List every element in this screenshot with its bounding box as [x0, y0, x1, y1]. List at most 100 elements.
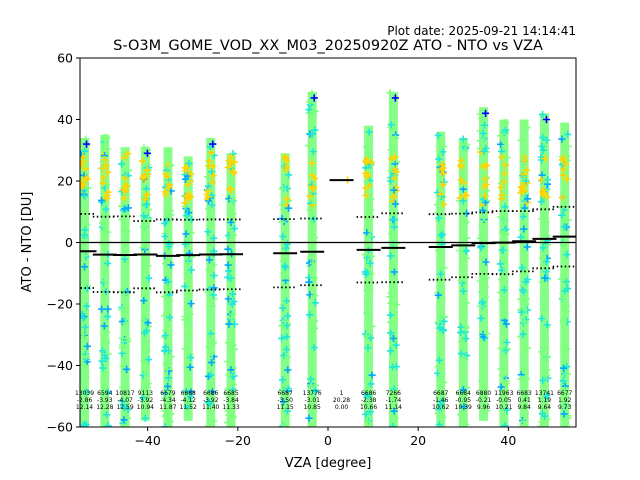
scatter-point	[388, 392, 396, 400]
scatter-point	[80, 330, 88, 338]
bin-mean-label: -4.12	[180, 397, 196, 404]
bin-std-label: 12.14	[76, 404, 93, 411]
scatter-point	[390, 268, 398, 276]
bin-statistics-labels: 13039-2.8612.146594-3.9312.2810817-4.071…	[75, 390, 573, 411]
scatter-point	[502, 377, 510, 385]
scatter-point	[224, 406, 232, 415]
scatter-point	[183, 211, 191, 220]
scatter-point	[480, 121, 489, 129]
scatter-point	[166, 313, 174, 322]
scatter-point	[207, 267, 215, 276]
scatter-point	[228, 314, 236, 322]
scatter-density-band	[307, 91, 317, 427]
y-tick-label: 60	[57, 51, 73, 66]
bin-count-label: 13776	[303, 390, 322, 397]
scatter-point	[282, 345, 291, 354]
scatter-point	[559, 318, 567, 326]
scatter-point	[161, 232, 169, 241]
scatter-point	[537, 404, 545, 412]
scatter-point	[121, 302, 130, 311]
scatter-point	[140, 329, 149, 337]
scatter-point	[98, 357, 106, 365]
scatter-point	[185, 273, 193, 281]
scatter-point	[83, 302, 91, 310]
scatter-point	[280, 390, 288, 398]
scatter-point	[80, 192, 88, 200]
scatter-point	[306, 311, 314, 319]
bin-count-label: 13039	[75, 390, 94, 397]
scatter-point	[162, 170, 170, 178]
scatter-point	[228, 372, 236, 380]
bin-count-label: 6683	[517, 390, 532, 397]
scatter-point	[210, 247, 218, 255]
scatter-point	[205, 205, 213, 213]
y-axis-label: ATO - NTO [DU]	[20, 192, 35, 293]
scatter-point	[459, 222, 467, 230]
scatter-point	[80, 161, 85, 169]
scatter-point	[438, 141, 446, 150]
scatter-point	[99, 179, 107, 187]
scatter-point	[438, 389, 446, 397]
bin-std-label: 10.62	[432, 404, 449, 411]
scatter-point	[308, 337, 317, 345]
scatter-density-band	[226, 153, 236, 427]
scatter-point	[279, 232, 287, 241]
scatter-point	[462, 421, 470, 427]
scatter-point	[281, 317, 289, 325]
scatter-point	[81, 226, 89, 234]
scatter-point	[559, 377, 567, 385]
scatter-point	[311, 299, 319, 307]
scatter-point	[225, 371, 233, 379]
scatter-point	[280, 254, 288, 262]
scatter-point	[368, 371, 376, 379]
scatter-point	[306, 206, 314, 214]
scatter-point	[457, 411, 465, 419]
scatter-point	[523, 166, 531, 174]
scatter-point	[363, 309, 371, 317]
scatter-point	[364, 215, 372, 223]
scatter-column	[226, 153, 236, 427]
scatter-point	[118, 397, 126, 405]
scatter-point	[480, 214, 488, 222]
scatter-point	[209, 140, 217, 148]
scatter-point	[477, 314, 485, 322]
scatter-point	[563, 284, 572, 293]
scatter-point	[365, 128, 373, 136]
scatter-point	[563, 250, 571, 259]
scatter-point	[543, 258, 551, 266]
bin-statistics	[471, 211, 496, 275]
scatter-point	[181, 240, 190, 248]
bin-count-label: 6685	[223, 390, 238, 397]
scatter-point	[478, 384, 486, 392]
scatter-point	[310, 274, 318, 282]
scatter-point	[387, 252, 395, 260]
scatter-point	[362, 184, 370, 192]
scatter-point	[564, 414, 572, 422]
scatter-point	[462, 247, 470, 255]
scatter-column	[80, 137, 90, 427]
scatter-point	[520, 225, 528, 233]
scatter-point	[559, 165, 567, 173]
scatter-point	[436, 283, 444, 292]
bin-statistics	[80, 213, 97, 289]
bin-mean-label: -3.92	[203, 397, 219, 404]
scatter-column	[280, 153, 290, 427]
scatter-point	[124, 204, 132, 212]
x-tick-label: 40	[500, 433, 516, 448]
scatter-point	[539, 133, 547, 142]
scatter-point	[207, 371, 215, 379]
scatter-point	[310, 291, 319, 300]
scatter-point	[167, 211, 175, 219]
scatter-point	[367, 252, 376, 260]
scatter-point	[437, 231, 445, 240]
scatter-point	[187, 353, 195, 362]
scatter-point	[229, 310, 237, 318]
scatter-point	[537, 422, 545, 427]
scatter-point	[392, 341, 400, 349]
scatter-point	[282, 297, 291, 305]
scatter-point	[98, 164, 106, 172]
scatter-column	[364, 125, 374, 427]
scatter-point	[434, 362, 442, 371]
scatter-point	[387, 177, 395, 185]
scatter-layer	[80, 88, 572, 427]
